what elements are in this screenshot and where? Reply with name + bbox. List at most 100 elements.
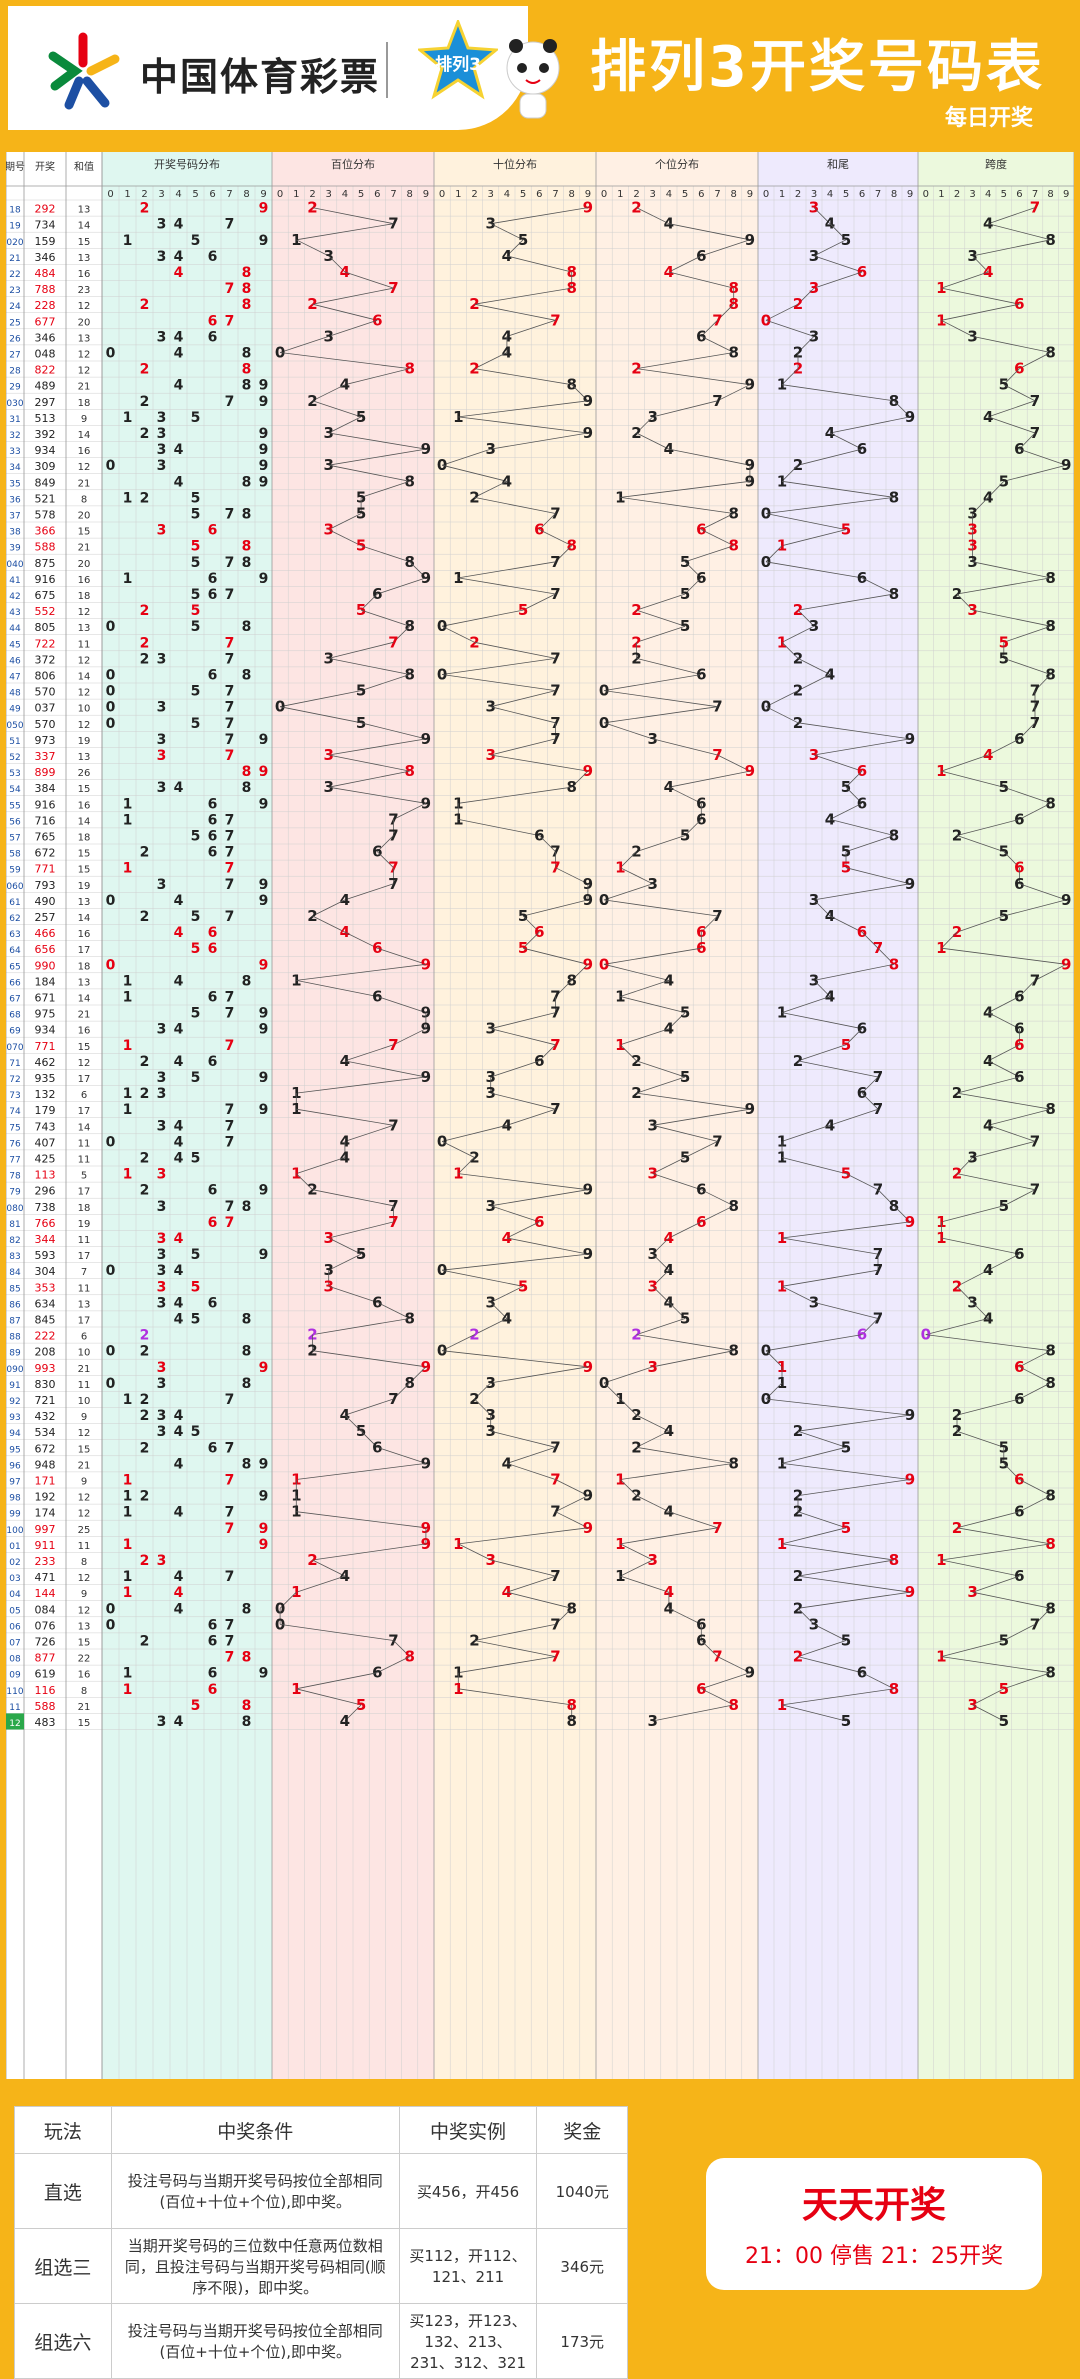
- sum-value: 18: [78, 398, 91, 409]
- trend-line: [1003, 786, 1051, 804]
- issue-number: 91: [9, 1381, 20, 1391]
- trend-line: [344, 368, 410, 386]
- grid: [6, 186, 1074, 2079]
- draw-number: 793: [35, 879, 56, 892]
- trend-line: [377, 996, 427, 1013]
- trend-line: [797, 609, 815, 627]
- trend-line: [652, 738, 718, 756]
- digit-header: 5: [682, 189, 688, 200]
- group-header: 跨度: [985, 157, 1007, 171]
- trend-line: [813, 963, 895, 981]
- draw-number: 934: [35, 1024, 56, 1037]
- trend-line: [490, 1012, 556, 1030]
- issue-number: 27: [9, 351, 20, 361]
- distribution-digit: 7: [225, 1521, 235, 1537]
- badge-text: 排列3: [435, 54, 481, 75]
- draw-number: 830: [35, 1378, 56, 1391]
- trend-line: [458, 1656, 556, 1674]
- sum-value: 17: [78, 945, 91, 956]
- distribution-digit: 6: [208, 1440, 218, 1456]
- distribution-digit: 9: [259, 1521, 269, 1537]
- distribution-digit: 8: [242, 362, 252, 378]
- trend-line: [861, 1076, 879, 1094]
- issue-number: 28: [9, 367, 21, 377]
- digit-header: 7: [714, 189, 720, 200]
- distribution-digit: 7: [225, 313, 235, 329]
- trend-line: [296, 239, 329, 257]
- trend-line: [620, 1559, 653, 1577]
- distribution-digit: 9: [259, 893, 269, 909]
- trend-line: [312, 384, 346, 402]
- trend-line: [684, 1141, 718, 1158]
- trend-line: [1019, 1382, 1051, 1400]
- trend-line: [636, 593, 686, 611]
- header: 中国体育彩票 排列3 排列3开奖号码表 每日开奖: [0, 0, 1080, 138]
- draw-number: 726: [35, 1636, 56, 1649]
- draw-number: 552: [35, 605, 56, 618]
- draw-number: 916: [35, 573, 56, 586]
- sum-value: 6: [81, 1332, 87, 1343]
- trend-line: [797, 1414, 911, 1432]
- draw-number: 766: [35, 1217, 56, 1230]
- issue-number: 01: [9, 1542, 20, 1552]
- sum-value: 9: [81, 1477, 87, 1488]
- trend-line: [781, 1012, 863, 1030]
- issue-number: 24: [9, 302, 21, 312]
- issue-number: 43: [9, 608, 20, 618]
- distribution-digit: 9: [259, 764, 269, 780]
- trend-line: [393, 1382, 410, 1400]
- distribution-digit: 0: [106, 458, 116, 474]
- trend-line: [701, 1205, 734, 1223]
- sum-value: 19: [78, 736, 91, 747]
- trend-line: [312, 303, 378, 321]
- trend-line: [668, 770, 750, 788]
- trend-line: [620, 1543, 653, 1561]
- trend-line: [344, 1414, 362, 1432]
- distribution-digit: 7: [225, 1038, 235, 1054]
- mascot-icon: [506, 39, 560, 119]
- trend-line: [522, 931, 540, 949]
- page-subtitle: 每日开奖: [945, 106, 1034, 131]
- sum-value: 11: [78, 1541, 91, 1552]
- draw-number: 159: [35, 235, 56, 248]
- issue-number: 74: [9, 1107, 21, 1117]
- draw-number: 993: [35, 1362, 56, 1375]
- trend-line: [279, 336, 329, 353]
- distribution-digit: 4: [174, 1312, 184, 1328]
- trend-line: [797, 1430, 847, 1448]
- distribution-digit: 9: [259, 732, 269, 748]
- prize-cell: 组选六: [14, 2303, 112, 2379]
- distribution-digit: 0: [106, 668, 116, 684]
- distribution-digit: 0: [106, 1344, 116, 1360]
- distribution-digit: 1: [123, 1473, 133, 1489]
- digit-header: 1: [293, 189, 299, 200]
- trend-line: [956, 1269, 989, 1287]
- draw-number: 484: [35, 267, 56, 280]
- trend-line: [781, 480, 895, 498]
- distribution-digit: 2: [140, 1086, 150, 1102]
- distribution-digit: 2: [140, 909, 150, 925]
- trend-line: [604, 706, 718, 724]
- trend-line: [781, 1237, 879, 1255]
- trend-line: [442, 464, 507, 482]
- distribution-digit: 3: [157, 1118, 167, 1134]
- draw-number: 671: [35, 992, 56, 1005]
- sum-value: 15: [78, 237, 91, 248]
- trend-line: [636, 432, 670, 450]
- digit-header: 1: [617, 189, 623, 200]
- trend-line: [490, 1189, 588, 1207]
- trend-line: [604, 899, 718, 917]
- trend-line: [845, 786, 863, 804]
- trend-line: [668, 271, 734, 289]
- trend-line: [1003, 851, 1020, 868]
- trend-line: [781, 1543, 895, 1561]
- trend-line: [877, 947, 895, 965]
- draw-number: 916: [35, 798, 56, 811]
- distribution-digit: 7: [225, 651, 235, 667]
- trend-line: [636, 1060, 686, 1078]
- trend-line: [988, 1060, 1020, 1078]
- issue-number: 79: [9, 1188, 21, 1198]
- trend-line: [701, 915, 718, 933]
- issue-number: 93: [9, 1413, 20, 1423]
- distribution-digit: 1: [123, 1086, 133, 1102]
